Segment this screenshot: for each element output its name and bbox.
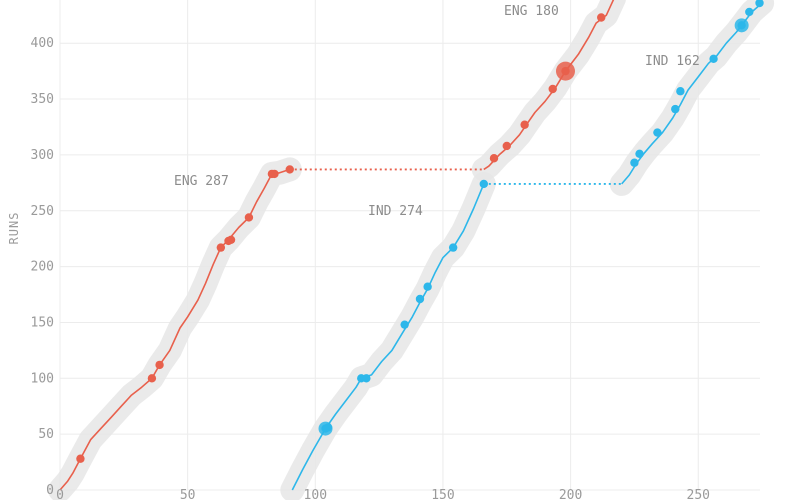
innings-band	[280, 171, 496, 500]
x-tick-label: 50	[180, 488, 196, 500]
highlight-point	[555, 61, 575, 81]
wicket-point	[635, 149, 644, 158]
axis-labels: RUNS 0 50 100 150 200 250 300 350 400 0 50 100 150 20…	[7, 36, 710, 500]
y-tick-label: 50	[38, 427, 54, 442]
wicket-point	[709, 54, 718, 64]
y-tick-label: 200	[31, 260, 54, 275]
wicket-point	[155, 360, 164, 370]
wicket-point	[423, 282, 432, 291]
innings-labels: ENG 287 IND 274 ENG 180 IND 162	[174, 4, 700, 219]
wicket-point	[676, 87, 685, 96]
innings-label: IND 274	[368, 204, 423, 219]
wicket-point	[270, 169, 279, 179]
wicket-point	[400, 320, 409, 329]
y-tick-label: 150	[31, 315, 54, 330]
x-tick-label: 250	[687, 488, 710, 500]
x-tick-label: 200	[559, 488, 582, 500]
series-line	[483, 0, 615, 171]
wicket-point	[244, 213, 254, 222]
wicket-point	[520, 120, 529, 129]
wicket-point	[285, 165, 294, 174]
wicket-point	[597, 13, 606, 22]
highlight-point	[318, 421, 333, 436]
connector-lines	[289, 168, 622, 185]
wicket-point	[745, 7, 754, 17]
x-tick-label: 0	[56, 488, 64, 500]
x-tick-label: 150	[431, 488, 454, 500]
x-tick-label: 100	[304, 488, 327, 500]
y-tick-label: 0	[46, 483, 54, 498]
series-lines	[59, 0, 763, 491]
y-tick-label: 350	[31, 92, 54, 107]
innings-bands	[48, 0, 775, 500]
innings-band	[48, 157, 302, 500]
wicket-point	[548, 84, 557, 94]
wicket-point	[76, 454, 85, 463]
wicket-point	[671, 104, 680, 114]
wicket-point	[216, 243, 226, 252]
grid-lines	[59, 0, 760, 491]
wicket-point	[479, 179, 488, 189]
y-tick-label: 100	[31, 371, 54, 386]
wicket-point	[755, 0, 764, 8]
series-line	[59, 168, 291, 491]
y-tick-label: 400	[31, 36, 54, 51]
y-tick-label: 300	[31, 148, 54, 163]
highlight-point	[734, 18, 749, 33]
wicket-point	[653, 128, 662, 137]
wicket-point	[415, 294, 425, 304]
wicket-point	[362, 374, 371, 383]
wicket-point	[502, 141, 511, 151]
wicket-point	[147, 374, 157, 383]
wicket-point	[226, 235, 236, 244]
y-tick-label: 250	[31, 204, 54, 219]
innings-label: ENG 287	[174, 174, 229, 189]
wicket-point	[448, 243, 458, 252]
innings-label: IND 162	[645, 54, 700, 69]
wicket-point	[489, 154, 499, 163]
innings-label: ENG 180	[504, 4, 559, 19]
y-axis-title: RUNS	[7, 212, 21, 245]
wicket-point	[630, 158, 639, 167]
wicket-markers	[76, 0, 764, 463]
